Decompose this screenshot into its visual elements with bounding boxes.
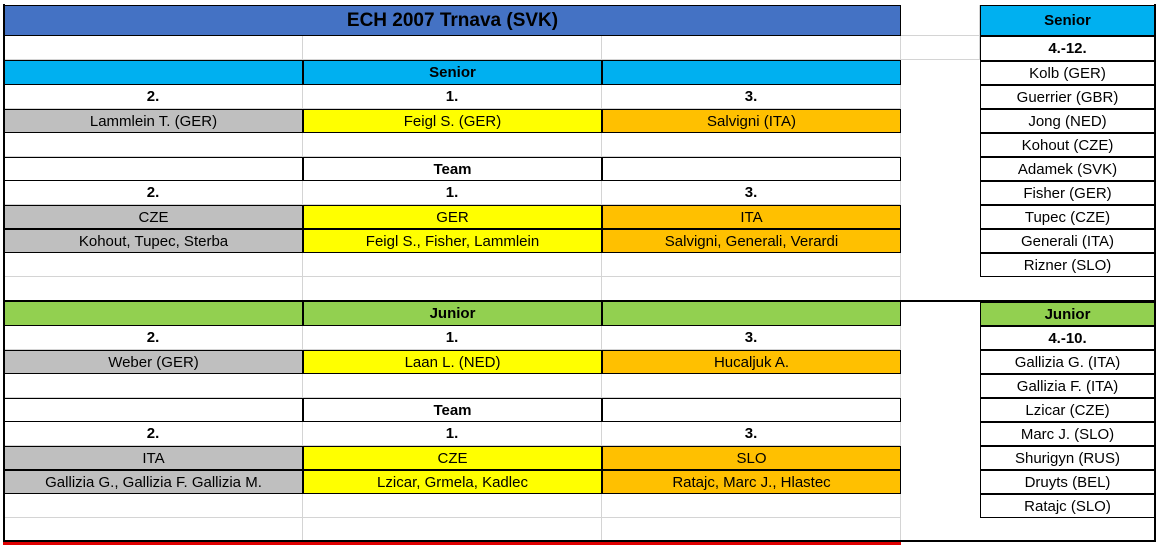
side-senior-name[interactable]: Rizner (SLO) (980, 253, 1155, 277)
junior-header-right[interactable] (602, 301, 901, 326)
junior-team-place-second[interactable]: 2. (4, 422, 303, 446)
junior-team-gold[interactable]: CZE (303, 446, 602, 470)
side-junior-range[interactable]: 4.-10. (980, 326, 1155, 350)
bottom-red-line (3, 542, 901, 545)
senior-team-header-right[interactable] (602, 157, 901, 181)
grid-cell[interactable] (602, 494, 901, 518)
grid-cell[interactable] (602, 36, 901, 60)
side-junior-name[interactable]: Ratajc (SLO) (980, 494, 1155, 518)
grid-cell[interactable] (4, 374, 303, 398)
senior-header-left[interactable] (4, 60, 303, 85)
side-senior-name[interactable]: Guerrier (GBR) (980, 85, 1155, 109)
senior-team-place-second[interactable]: 2. (4, 181, 303, 205)
grid-cell[interactable] (901, 36, 980, 60)
junior-team-place-third[interactable]: 3. (602, 422, 901, 446)
junior-silver[interactable]: Weber (GER) (4, 350, 303, 374)
grid-cell[interactable] (4, 277, 303, 301)
senior-gold[interactable]: Feigl S. (GER) (303, 109, 602, 133)
senior-team-bronze-members[interactable]: Salvigni, Generali, Verardi (602, 229, 901, 253)
junior-place-third[interactable]: 3. (602, 326, 901, 350)
junior-header-left[interactable] (4, 301, 303, 326)
side-senior-range[interactable]: 4.-12. (980, 36, 1155, 61)
senior-bronze[interactable]: Salvigni (ITA) (602, 109, 901, 133)
senior-team-place-first[interactable]: 1. (303, 181, 602, 205)
grid-cell[interactable] (901, 5, 980, 36)
side-senior-header[interactable]: Senior (980, 5, 1155, 36)
frame-right (1154, 4, 1156, 542)
side-junior-header[interactable]: Junior (980, 302, 1155, 326)
junior-team-header[interactable]: Team (303, 398, 602, 422)
senior-place-third[interactable]: 3. (602, 85, 901, 109)
senior-team-bronze[interactable]: ITA (602, 205, 901, 229)
junior-place-first[interactable]: 1. (303, 326, 602, 350)
side-senior-name[interactable]: Tupec (CZE) (980, 205, 1155, 229)
senior-place-first[interactable]: 1. (303, 85, 602, 109)
frame-bottom (3, 540, 1156, 542)
grid-cell[interactable] (602, 253, 901, 277)
junior-team-gold-members[interactable]: Lzicar, Grmela, Kadlec (303, 470, 602, 494)
senior-header-right[interactable] (602, 60, 901, 85)
grid-cell[interactable] (303, 36, 602, 60)
grid-cell[interactable] (303, 374, 602, 398)
side-junior-name[interactable]: Shurigyn (RUS) (980, 446, 1155, 470)
grid-cell[interactable] (4, 494, 303, 518)
senior-place-second[interactable]: 2. (4, 85, 303, 109)
side-junior-name[interactable]: Marc J. (SLO) (980, 422, 1155, 446)
side-senior-name[interactable]: Adamek (SVK) (980, 157, 1155, 181)
junior-team-place-first[interactable]: 1. (303, 422, 602, 446)
senior-team-gold[interactable]: GER (303, 205, 602, 229)
grid-cell[interactable] (602, 518, 901, 541)
junior-gold[interactable]: Laan L. (NED) (303, 350, 602, 374)
grid-cell[interactable] (602, 277, 901, 301)
junior-place-second[interactable]: 2. (4, 326, 303, 350)
senior-team-header[interactable]: Team (303, 157, 602, 181)
junior-team-header-left[interactable] (4, 398, 303, 422)
junior-bronze[interactable]: Hucaljuk A. (602, 350, 901, 374)
junior-team-bronze-members[interactable]: Ratajc, Marc J., Hlastec (602, 470, 901, 494)
grid-cell[interactable] (303, 494, 602, 518)
grid-cell[interactable] (303, 253, 602, 277)
side-senior-name[interactable]: Kolb (GER) (980, 61, 1155, 85)
grid-cell[interactable] (4, 253, 303, 277)
junior-team-silver-members[interactable]: Gallizia G., Gallizia F. Gallizia M. (4, 470, 303, 494)
side-junior-name[interactable]: Gallizia F. (ITA) (980, 374, 1155, 398)
junior-team-bronze[interactable]: SLO (602, 446, 901, 470)
side-junior-name[interactable]: Druyts (BEL) (980, 470, 1155, 494)
sheet-title[interactable]: ECH 2007 Trnava (SVK) (4, 5, 901, 36)
junior-team-silver[interactable]: ITA (4, 446, 303, 470)
frame-left (3, 4, 5, 542)
grid-cell[interactable] (602, 374, 901, 398)
grid-cell[interactable] (602, 133, 901, 157)
junior-team-header-right[interactable] (602, 398, 901, 422)
senior-header[interactable]: Senior (303, 60, 602, 85)
junior-header[interactable]: Junior (303, 301, 602, 326)
senior-team-place-third[interactable]: 3. (602, 181, 901, 205)
side-junior-name[interactable]: Lzicar (CZE) (980, 398, 1155, 422)
grid-cell[interactable] (303, 133, 602, 157)
senior-team-silver[interactable]: CZE (4, 205, 303, 229)
senior-silver[interactable]: Lammlein T. (GER) (4, 109, 303, 133)
grid-cell[interactable] (4, 133, 303, 157)
side-senior-name[interactable]: Kohout (CZE) (980, 133, 1155, 157)
side-junior-name[interactable]: Gallizia G. (ITA) (980, 350, 1155, 374)
senior-team-header-left[interactable] (4, 157, 303, 181)
side-senior-name[interactable]: Generali (ITA) (980, 229, 1155, 253)
senior-team-gold-members[interactable]: Feigl S., Fisher, Lammlein (303, 229, 602, 253)
grid-cell[interactable] (4, 518, 303, 541)
grid-cell[interactable] (303, 277, 602, 301)
side-senior-name[interactable]: Jong (NED) (980, 109, 1155, 133)
senior-team-silver-members[interactable]: Kohout, Tupec, Sterba (4, 229, 303, 253)
grid-cell[interactable] (4, 36, 303, 60)
side-senior-name[interactable]: Fisher (GER) (980, 181, 1155, 205)
grid-cell[interactable] (303, 518, 602, 541)
section-divider (3, 300, 1156, 302)
